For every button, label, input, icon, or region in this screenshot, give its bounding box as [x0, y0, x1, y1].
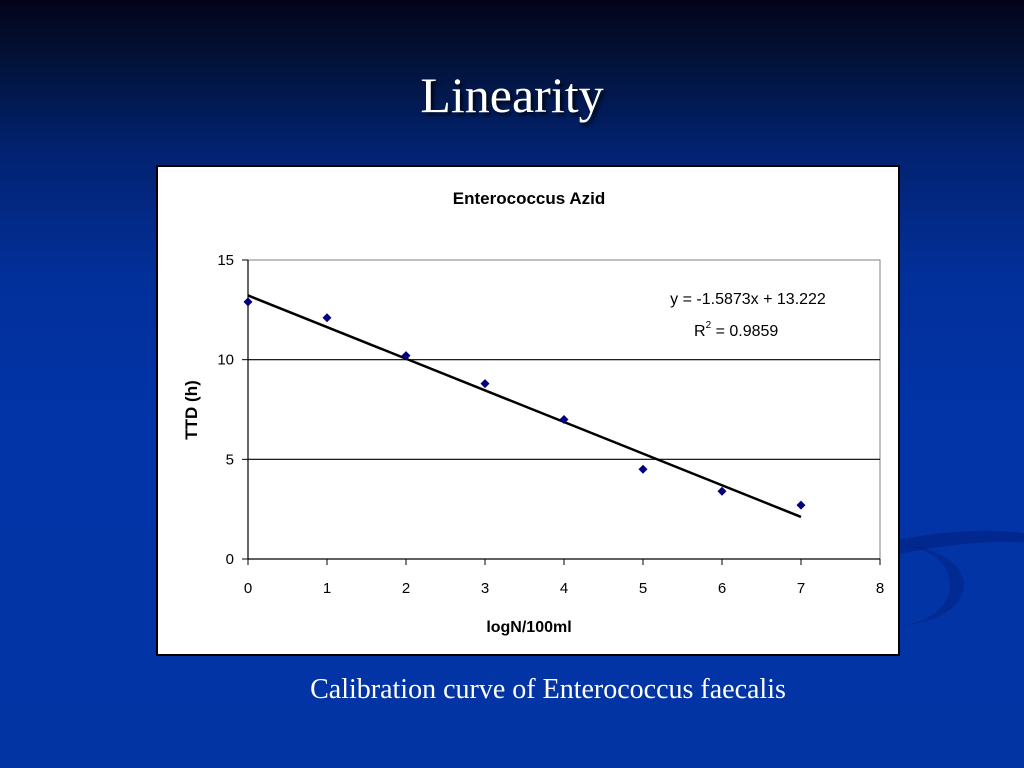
trendline-equation: y = -1.5873x + 13.222	[670, 291, 826, 308]
diamond-marker	[717, 486, 727, 496]
diamond-marker	[796, 500, 806, 510]
diamond-marker	[480, 379, 490, 389]
diamond-marker	[638, 464, 648, 474]
y-tick-label: 10	[217, 352, 234, 369]
x-tick-label: 8	[876, 580, 884, 597]
x-tick-label: 3	[481, 580, 489, 597]
slide-title: Linearity	[420, 67, 604, 123]
trendline-line	[247, 294, 802, 519]
chart-container: Enterococcus Azid 0 5 10 15 0 1 2 3 4 5 6 7 8 y = -1…	[156, 165, 900, 656]
chart-title: Enterococcus Azid	[453, 189, 605, 208]
x-tick-label: 4	[560, 580, 568, 597]
y-tick-label: 0	[226, 551, 234, 568]
x-tick-label: 0	[244, 580, 252, 597]
x-tick-label: 5	[639, 580, 647, 597]
y-tick-label: 5	[226, 451, 234, 468]
diamond-marker	[322, 313, 332, 323]
diamond-marker	[401, 351, 411, 361]
x-axis-label: logN/100ml	[486, 619, 571, 636]
x-tick-label: 7	[797, 580, 805, 597]
x-tick-label: 1	[323, 580, 331, 597]
gridlines	[248, 359, 880, 460]
slide-caption: Calibration curve of Enterococcus faecal…	[310, 674, 786, 705]
trendline	[247, 294, 802, 519]
plot-area	[247, 259, 881, 560]
r-squared-label: R2 = 0.9859	[694, 320, 778, 340]
diamond-marker	[243, 297, 253, 307]
data-points	[243, 297, 806, 510]
y-axis-label: TTD (h)	[182, 380, 201, 439]
diamond-marker	[559, 414, 569, 424]
x-tick-label: 2	[402, 580, 410, 597]
y-tick-label: 15	[217, 252, 234, 269]
x-tick-label: 6	[718, 580, 726, 597]
axes: 0 5 10 15 0 1 2 3 4 5 6 7 8	[217, 252, 884, 597]
